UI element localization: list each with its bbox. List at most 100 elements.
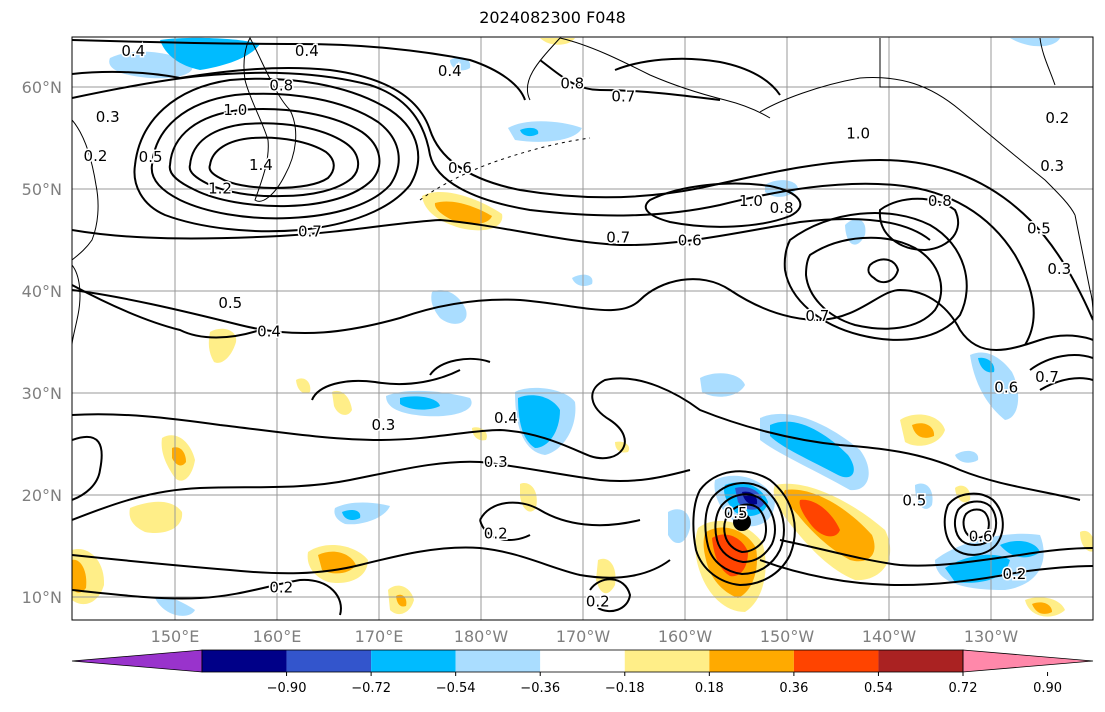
lat-label: 40°N [22,282,62,301]
contour-line [804,236,943,330]
contour-label: 0.4 [438,62,462,80]
contour-line [479,501,641,541]
contour-label: 0.3 [1040,157,1064,175]
lon-label: 150°W [760,627,815,646]
colorbar: −0.90 −0.72 −0.54 −0.36 −0.18 0.18 0.36 0.54 0.7… [71,649,1094,696]
contour-line [168,108,381,208]
colorbar-tick-label: −0.72 [351,681,391,696]
contour-line [208,136,335,190]
contour-line [311,357,491,401]
contour-line [150,92,400,220]
contour-label: 0.2 [84,147,108,165]
contour-label: 0.3 [1047,260,1071,278]
colorbar-segment [286,650,372,672]
contour-label: 0.5 [139,148,163,166]
colorbar-outline [201,649,964,673]
shade-negative-small [970,352,1019,420]
contour-line [72,284,261,339]
shade-positive-small [596,558,616,594]
shade-negative-small [431,290,467,324]
shade-positive-small [296,378,311,394]
contour-label: 0.5 [902,492,926,510]
contour-label: 0.2 [1002,565,1026,583]
contour-label: 1.0 [846,124,870,142]
colorbar-segment [709,650,794,672]
colorbar-segment [202,650,287,672]
contour-line [72,460,691,521]
colorbar-segment [371,650,456,672]
contour-label: 0.2 [1045,109,1069,127]
shade-positive-moderate [72,559,87,593]
shade-positive-small [955,485,971,503]
lat-label: 30°N [22,384,62,403]
contour-label: 0.7 [805,307,829,325]
contour-line [644,182,802,228]
lon-label: 160°E [253,627,302,646]
lat-label: 10°N [22,588,62,607]
coastline-alaska [526,37,771,119]
shade-positive-small [332,390,352,415]
latitude-labels: 60°N 50°N 40°N 30°N 20°N 10°N [22,78,62,607]
shade-negative-small [450,57,471,71]
lon-label: 150°E [151,627,200,646]
contour-line [759,559,1093,587]
contour-label: 0.7 [606,229,630,247]
lon-label: 160°W [658,627,713,646]
shade-positive-small [129,501,183,534]
lon-label: 140°W [862,627,917,646]
lon-label: 130°W [964,627,1019,646]
contour-label: 0.5 [218,294,242,312]
map-title: 2024082300 F048 [479,8,626,27]
contour-label: 0.3 [96,108,120,126]
shade-positive-moderate [912,423,935,438]
shade-positive-small [615,441,630,453]
contour-line [539,57,781,101]
colorbar-extend-low [71,649,203,673]
colorbar-extend-high [962,649,1094,673]
shade-positive-moderate [396,594,407,607]
contour-label: 0.6 [678,232,702,250]
contour-label: 0.2 [269,578,293,596]
colorbar-tick-label: −0.90 [267,681,307,696]
lon-label: 170°E [355,627,404,646]
contour-label: 1.0 [223,101,247,119]
contour-line [962,508,990,539]
contour-label: 0.3 [484,453,508,471]
contour-line [72,71,1035,346]
lat-label: 60°N [22,78,62,97]
map-panel: 0.4 0.40.40.80.70.81.01.41.20.30.2 0.50.60… [71,36,1094,621]
contour-line [1029,354,1093,391]
shade-positive-moderate [434,201,492,225]
contour-label: 0.5 [724,504,748,522]
contour-lines [72,39,1093,616]
contour-label: 1.2 [208,180,232,198]
colorbar-tick-label: −0.18 [605,681,645,696]
shade-negative-moderate [342,510,361,520]
contour-label: 0.8 [770,199,794,217]
colorbar-segment [793,650,879,672]
shade-negative-small [1010,38,1060,47]
contour-line [72,546,671,579]
contour-label: 0.7 [1035,368,1059,386]
shade-negative-small [572,274,593,286]
contour-label: 0.6 [969,527,993,545]
contour-line [867,258,900,284]
colorbar-segment [878,650,963,672]
shade-negative-small [915,483,933,509]
map-frame [71,36,1094,621]
contour-line [589,578,632,613]
contour-label: 0.2 [484,524,508,542]
contour-line [779,539,1093,567]
colorbar-tick-label: 0.72 [949,681,978,696]
shade-negative-small [700,373,745,397]
shade-negative-moderate [400,396,440,410]
lon-label: 170°W [556,627,611,646]
contour-line [723,503,767,554]
contour-label: 1.4 [249,156,273,174]
contour-label: 0.3 [371,416,395,434]
shade-negative-moderate [160,37,260,70]
contour-labels: 0.4 0.40.40.80.70.81.01.41.20.30.2 0.50.60… [82,40,1073,612]
coastline-asia [72,119,99,261]
contour-line [72,435,103,501]
